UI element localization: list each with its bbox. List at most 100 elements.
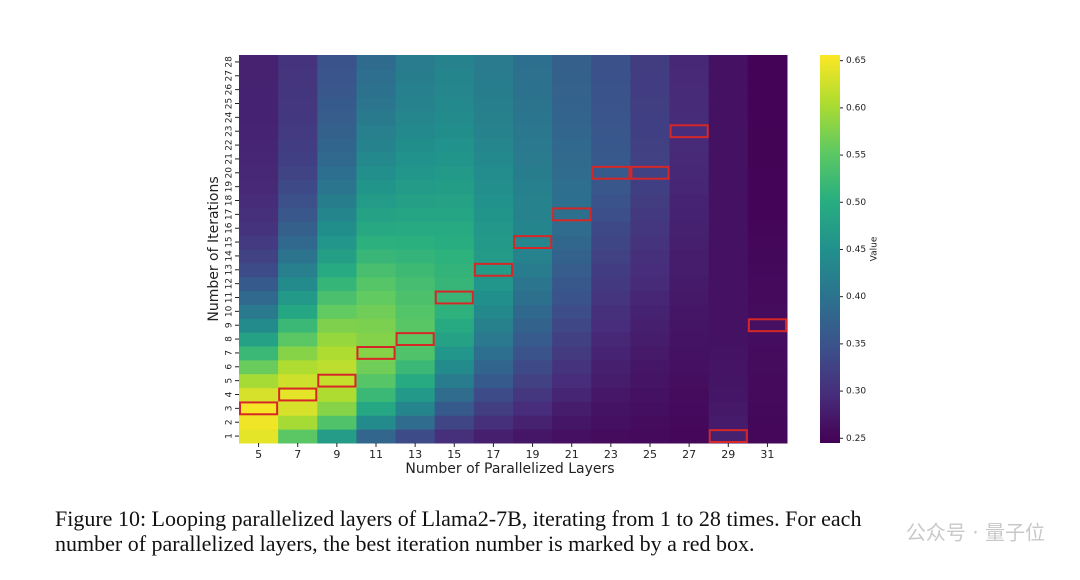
heat-cell	[591, 179, 631, 195]
heat-cell	[278, 262, 318, 278]
heat-cell	[669, 193, 710, 208]
heat-cell	[708, 346, 749, 361]
heat-cell	[395, 221, 436, 236]
heat-cell	[434, 332, 475, 347]
heat-cell	[513, 207, 553, 222]
heat-cell	[239, 318, 279, 333]
heat-cell	[513, 249, 553, 264]
heat-cell	[356, 96, 397, 111]
heat-cell	[513, 110, 553, 125]
colorbar-tick-label: 0.40	[846, 292, 866, 302]
heat-cell	[473, 124, 514, 139]
y-tick-label: 27	[225, 70, 235, 81]
heat-cell	[513, 82, 553, 98]
heat-cell	[434, 235, 475, 250]
heat-cell	[239, 68, 279, 84]
heat-cell	[630, 415, 671, 430]
heat-cell	[630, 138, 671, 153]
best-box	[708, 429, 748, 443]
heat-cell	[513, 359, 553, 375]
heat-cell	[239, 262, 279, 278]
heat-cell	[239, 359, 279, 375]
y-tick-label: 5	[225, 378, 235, 384]
heat-cell	[591, 221, 631, 236]
heat-cell	[552, 221, 592, 236]
best-box	[434, 290, 474, 305]
heat-cell	[591, 68, 631, 84]
heat-cell	[395, 262, 436, 278]
heat-cell	[591, 152, 631, 167]
heat-cell	[239, 429, 279, 444]
heat-cell	[747, 221, 788, 236]
y-tick-label: 25	[225, 98, 235, 109]
heat-cell	[434, 138, 475, 153]
heat-cell	[513, 304, 553, 319]
heat-cell	[317, 276, 357, 292]
heat-cell	[708, 262, 749, 278]
heat-cell	[747, 359, 788, 375]
heat-cell	[395, 290, 436, 305]
best-box	[356, 346, 396, 360]
heat-cell	[513, 165, 553, 181]
heat-cell	[669, 96, 710, 111]
heat-cell	[747, 55, 788, 70]
y-tick-label: 26	[225, 84, 235, 96]
heat-cell	[513, 152, 553, 167]
heat-cell	[669, 221, 710, 236]
x-tick-label: 11	[369, 448, 383, 461]
heat-cell	[591, 235, 631, 250]
heat-cell	[473, 262, 514, 278]
heat-cell	[434, 207, 475, 222]
best-box	[747, 318, 787, 333]
heat-cell	[317, 318, 357, 333]
heat-cell	[356, 429, 397, 444]
heat-cell	[708, 415, 749, 430]
heat-cell	[630, 429, 671, 444]
heat-cell	[356, 82, 397, 98]
best-box	[669, 124, 709, 139]
heat-cell	[278, 304, 318, 319]
heat-cell	[278, 346, 318, 361]
heat-cell	[317, 138, 357, 153]
heat-cell	[552, 387, 592, 402]
heat-cell	[395, 110, 436, 125]
heat-cell	[395, 68, 436, 84]
heat-cell	[317, 332, 357, 347]
heat-cell	[591, 373, 631, 389]
heat-cell	[630, 304, 671, 319]
heat-cell	[747, 82, 788, 98]
heat-cell	[513, 179, 553, 195]
heat-cell	[669, 290, 710, 305]
heat-cell	[513, 346, 553, 361]
heat-cell	[747, 152, 788, 167]
heat-cell	[747, 318, 788, 333]
heat-cell	[552, 165, 592, 181]
heat-cell	[591, 249, 631, 264]
heat-cell	[747, 304, 788, 319]
heat-cell	[669, 68, 710, 84]
heat-cell	[708, 193, 749, 208]
heat-cell	[278, 332, 318, 347]
heat-cell	[239, 373, 279, 389]
heat-cell	[552, 415, 592, 430]
heat-cell	[669, 318, 710, 333]
heat-cell	[591, 55, 631, 70]
heat-cell	[513, 193, 553, 208]
heat-cell	[278, 276, 318, 292]
heat-cell	[473, 290, 514, 305]
heat-cell	[239, 165, 279, 181]
heat-cell	[473, 318, 514, 333]
heat-cell	[278, 373, 318, 389]
heat-cell	[630, 55, 671, 70]
heat-cell	[708, 332, 749, 347]
heat-cell	[747, 96, 788, 111]
heat-cell	[708, 68, 749, 84]
heat-cell	[669, 165, 710, 181]
heat-cell	[395, 429, 436, 444]
heat-cell	[669, 429, 710, 444]
heat-cell	[473, 82, 514, 98]
heat-cell	[317, 235, 357, 250]
y-tick-label: 12	[225, 278, 235, 289]
heat-cell	[708, 359, 749, 375]
heat-cell	[630, 276, 671, 292]
